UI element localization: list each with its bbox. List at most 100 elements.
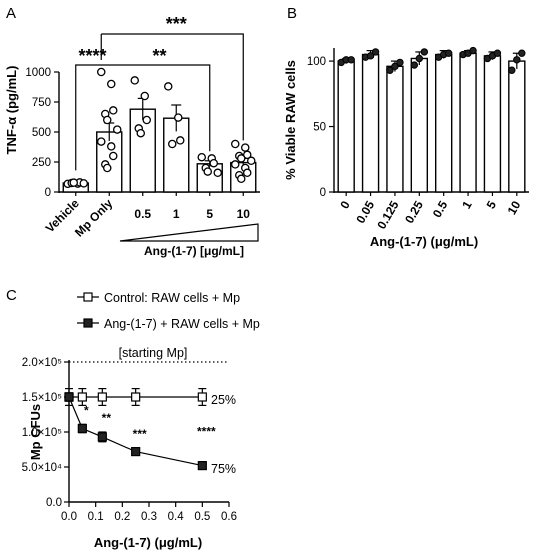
concentration-wedge [119, 223, 259, 242]
panel-a-data-point [175, 136, 185, 145]
panel-a-data-point [236, 174, 246, 184]
panel-b-xlabel: Ang-(1-7) (μg/mL) [370, 234, 478, 249]
panel-b-x-tick-label: 0.5 [430, 198, 451, 220]
panel-b-bar [410, 57, 429, 193]
panel-b-data-point [386, 66, 394, 74]
panel-letter-a: A [6, 5, 16, 22]
panel-b-x-tick-label: 10 [505, 198, 524, 217]
panel-c-y-tick-label: 0.0 [46, 497, 62, 509]
panel-a-data-point [163, 82, 173, 91]
panel-b-data-point [469, 46, 477, 55]
panel-a-data-point [103, 115, 112, 125]
panel-c-x-tick-label: 0.6 [221, 511, 237, 523]
panel-a-data-point [103, 163, 112, 173]
legend-marker-control [83, 292, 93, 302]
panel-a-x-tick-label: 10 [237, 207, 251, 221]
panel-a-data-point [142, 115, 151, 125]
panel-c-y-tick-label: 5.0×10⁴ [22, 462, 62, 474]
series-marker [77, 423, 87, 434]
panel-c-y-tick-label: 1.0×10⁵ [22, 427, 62, 439]
panel-a-data-point [79, 179, 89, 188]
panel-a-data-point [167, 139, 177, 149]
legend-label-control: Control: RAW cells + Mp [104, 291, 240, 305]
panel-a-group-label: Ang-(1-7) [μg/mL] [144, 244, 244, 258]
panel-a-data-point [230, 160, 240, 169]
panel-a-y-tick-label: 750 [32, 97, 51, 109]
panel-b: B % Viable RAW cells Ang-(1-7) (μg/mL) [283, 5, 478, 249]
panel-b-data-point [347, 56, 355, 64]
panel-b-data-point [518, 49, 526, 57]
panel-b-y-tick-label: 100 [307, 56, 326, 68]
panel-b-data-point [513, 56, 521, 64]
end-label-control: 25% [211, 393, 236, 407]
panel-b-bar [483, 55, 502, 193]
panel-a-data-point [69, 178, 79, 187]
panel-b-bar [386, 65, 404, 193]
panel-a-data-point [203, 167, 212, 176]
panel-b-data-point [371, 48, 380, 56]
panel-c: C Mp CFUs Ang-(1-7) (μg/mL) [starting Mp… [6, 287, 260, 550]
sig-label: **** [78, 46, 106, 66]
panel-b-bar [337, 60, 355, 193]
legend-marker-ang [83, 318, 93, 328]
panel-a-data-point [136, 128, 145, 138]
panel-c-y-tick-label: 2.0×10⁵ [22, 357, 62, 369]
panel-a-data-point [130, 76, 139, 85]
panel-a-y-tick-label: 250 [32, 157, 51, 169]
panel-a-data-point [240, 143, 250, 152]
panel-a-y-tick-label: 0 [45, 187, 51, 199]
series-marker [77, 392, 87, 402]
panel-c-x-tick-label: 0.2 [114, 511, 130, 523]
panel-a-data-point [107, 142, 116, 151]
panel-c-x-tick-label: 0.3 [141, 511, 157, 523]
panel-c-sig-label: **** [197, 425, 216, 439]
panel-a-data-point [97, 137, 106, 146]
panel-b-bar [459, 52, 477, 193]
panel-a-data-point [246, 156, 256, 166]
panel-b-x-tick-label: 0 [337, 198, 353, 211]
panel-a-data-point [109, 151, 118, 161]
panel-b-x-tick-label: 1 [459, 198, 475, 211]
panel-b-data-point [415, 54, 424, 63]
series-marker [131, 392, 141, 402]
panel-a: A TNF-α (pg/mL) Ang-(1-7) [μg/mL] [4, 5, 259, 258]
panel-a-data-point [236, 154, 246, 163]
panel-a-data-point [209, 158, 218, 168]
panel-b-x-tick-label: 5 [484, 198, 500, 211]
series-marker [97, 392, 107, 402]
series-marker [131, 447, 141, 457]
panel-letter-b: B [287, 5, 297, 22]
panel-a-data-point [113, 125, 122, 134]
series-marker [97, 432, 107, 442]
panel-b-data-point [410, 61, 419, 69]
panel-b-bar [434, 53, 453, 193]
series-marker [197, 461, 207, 471]
panel-c-sig-label: *** [133, 427, 147, 441]
panel-a-x-tick-label: Mp Only [72, 196, 116, 240]
panel-b-data-point [420, 48, 429, 56]
panel-c-x-tick-label: 0.4 [168, 511, 185, 523]
legend-label-ang: Ang-(1-7) + RAW cells + Mp [104, 317, 260, 331]
panel-c-xlabel: Ang-(1-7) (μg/mL) [94, 535, 202, 550]
panel-b-ylabel: % Viable RAW cells [283, 60, 298, 180]
panel-c-x-tick-label: 0.0 [61, 511, 77, 523]
panel-a-bar [129, 108, 156, 193]
panel-b-data-point [508, 66, 516, 74]
sig-label: ** [152, 46, 166, 66]
panel-a-data-point [107, 79, 116, 89]
bracket-mp-vs-5 [109, 64, 211, 152]
sig-label: *** [166, 14, 187, 34]
panel-a-x-tick-label: 5 [206, 207, 213, 221]
panel-b-data-point [444, 49, 453, 57]
panel-b-x-tick-label: 0.05 [353, 198, 377, 226]
panel-a-data-point [242, 150, 252, 160]
panel-a-data-point [197, 152, 206, 162]
panel-b-data-point [396, 58, 404, 67]
panel-a-y-tick-label: 500 [32, 127, 51, 139]
panel-a-x-tick-label: 0.5 [134, 207, 151, 221]
panel-c-ylabel: Mp CFUs [28, 404, 43, 460]
panel-a-data-point [109, 106, 118, 115]
panel-a-y-tick-label: 1000 [25, 67, 51, 79]
panel-a-data-point [97, 67, 106, 77]
